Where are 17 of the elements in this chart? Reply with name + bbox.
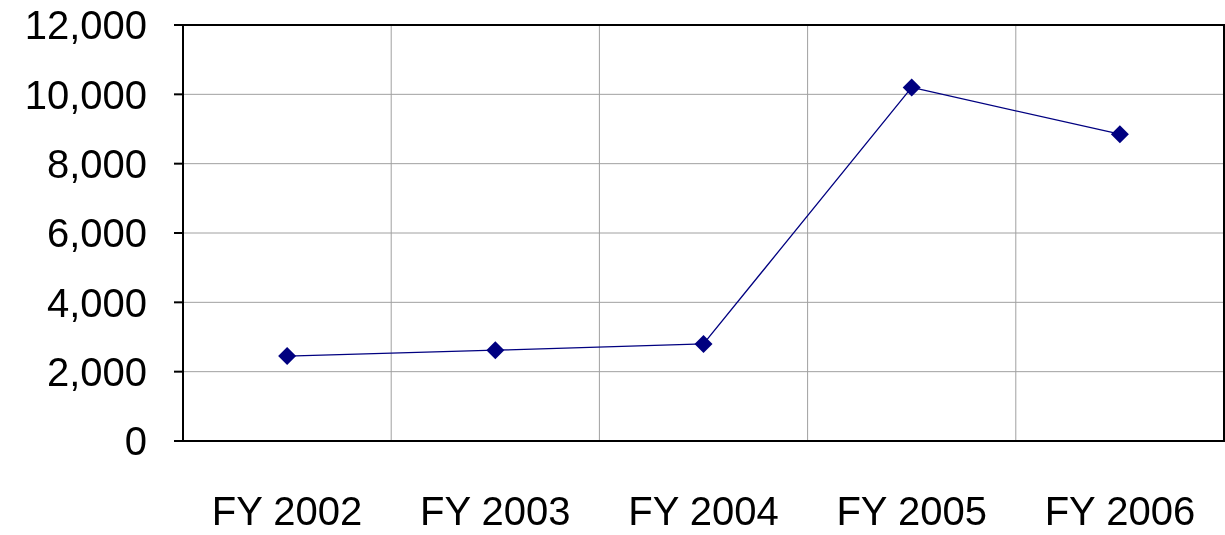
point (278, 347, 297, 366)
x-tick-label: FY 2002 (211, 489, 363, 533)
y-tick-label: 12,000 (24, 3, 147, 48)
point (902, 78, 921, 97)
point (694, 334, 713, 353)
x-tick-label: FY 2004 (628, 489, 779, 533)
y-tick-label: 6,000 (46, 211, 147, 256)
point (1110, 125, 1129, 144)
y-tick-label: 4,000 (46, 280, 147, 325)
x-tick-label: FY 2003 (420, 489, 571, 533)
point (486, 341, 505, 360)
y-tick-label: 2,000 (46, 350, 147, 395)
x-tick-label: FY 2006 (1044, 489, 1196, 533)
y-tick-label: 10,000 (24, 72, 147, 117)
y-tick-label: 8,000 (46, 142, 147, 187)
y-tick-label: 0 (124, 419, 147, 464)
x-tick-label: FY 2005 (836, 489, 987, 533)
